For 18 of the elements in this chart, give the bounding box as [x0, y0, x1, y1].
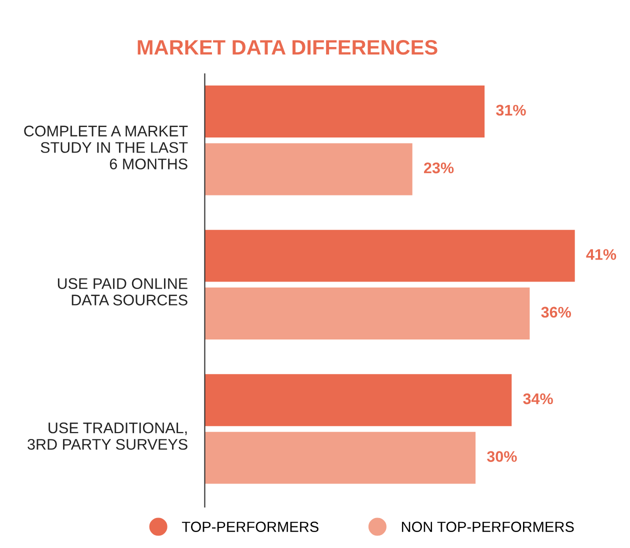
data-label: 31% — [496, 104, 526, 116]
bar — [204, 288, 530, 340]
bar — [204, 143, 412, 196]
data-label: 41% — [586, 249, 616, 260]
y-tick-label: USE PAID ONLINE DATA SOURCES — [58, 278, 188, 306]
y-tick-label: USE TRADITIONAL, 3RD PARTY SURVEYS — [28, 422, 188, 450]
bar — [204, 432, 476, 484]
chart-title: MARKET DATA DIFFERENCES — [138, 40, 438, 55]
data-label: 23% — [424, 162, 454, 174]
data-label: 34% — [523, 393, 553, 404]
data-label: 30% — [487, 451, 517, 462]
legend-label: NON TOP-PERFORMERS — [402, 522, 574, 532]
legend-label: TOP-PERFORMERS — [182, 522, 318, 532]
y-tick-label: COMPLETE A MARKET STUDY IN THE LAST 6 MONTHS — [24, 126, 188, 170]
bar — [204, 374, 512, 426]
bar — [204, 86, 485, 138]
bar — [204, 230, 575, 282]
data-label: 36% — [541, 306, 571, 318]
